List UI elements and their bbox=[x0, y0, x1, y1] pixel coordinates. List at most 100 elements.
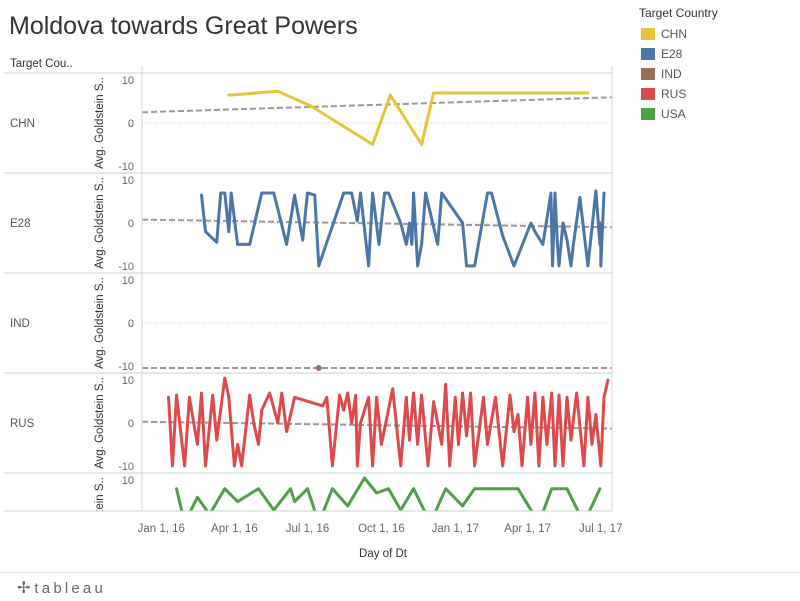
data-point-rus bbox=[183, 464, 186, 467]
legend-item-e28[interactable]: E28 bbox=[639, 44, 718, 64]
data-point-rus bbox=[553, 464, 556, 467]
data-point-rus bbox=[215, 439, 218, 442]
data-point-rus bbox=[533, 392, 536, 394]
legend-item-rus[interactable]: RUS bbox=[639, 84, 718, 104]
data-point-usa bbox=[444, 487, 447, 490]
data-point-usa bbox=[375, 492, 378, 494]
data-point-e28 bbox=[561, 222, 564, 224]
y-tick-label: 10 bbox=[122, 175, 134, 187]
data-point-e28 bbox=[490, 192, 493, 194]
legend-label-chn: CHN bbox=[661, 27, 687, 41]
data-point-usa bbox=[223, 487, 226, 490]
data-point-usa bbox=[550, 487, 553, 490]
data-point-ind bbox=[315, 365, 322, 371]
data-point-e28 bbox=[465, 264, 468, 267]
data-point-rus bbox=[575, 392, 578, 394]
data-point-rus bbox=[240, 464, 243, 467]
data-point-chn bbox=[420, 143, 423, 146]
data-point-usa bbox=[461, 504, 464, 507]
data-point-e28 bbox=[586, 264, 589, 267]
data-point-rus bbox=[473, 464, 476, 467]
y-tick-label: -10 bbox=[118, 161, 134, 173]
data-point-e28 bbox=[529, 222, 532, 224]
data-point-rus bbox=[171, 464, 174, 467]
data-point-e28 bbox=[350, 192, 353, 194]
data-point-rus bbox=[408, 439, 411, 442]
y-tick-label: -10 bbox=[118, 361, 134, 373]
data-point-usa bbox=[598, 487, 601, 490]
legend-swatch-e28 bbox=[641, 48, 655, 60]
data-point-rus bbox=[331, 464, 334, 467]
data-point-rus bbox=[469, 392, 472, 394]
data-point-usa bbox=[175, 487, 178, 490]
series-line-e28 bbox=[200, 189, 606, 268]
data-point-e28 bbox=[236, 243, 239, 246]
data-point-usa bbox=[363, 477, 366, 479]
data-point-rus bbox=[526, 396, 529, 399]
y-tick-label: 0 bbox=[128, 318, 134, 330]
data-point-e28 bbox=[541, 243, 544, 246]
data-point-rus bbox=[545, 443, 548, 446]
data-point-e28 bbox=[412, 192, 415, 194]
tableau-logo-text: tableau bbox=[34, 580, 107, 597]
tableau-plus-icon: ✢ bbox=[17, 580, 31, 597]
data-point-rus bbox=[321, 404, 324, 407]
data-point-rus bbox=[494, 396, 497, 399]
data-point-rus bbox=[280, 392, 283, 394]
data-point-e28 bbox=[342, 192, 345, 194]
data-point-e28 bbox=[440, 192, 443, 194]
data-point-rus bbox=[486, 443, 489, 446]
plot-layer bbox=[142, 89, 612, 511]
data-point-usa bbox=[331, 487, 334, 490]
legend-item-ind[interactable]: IND bbox=[639, 64, 718, 84]
legend-label-ind: IND bbox=[661, 67, 682, 81]
series-line-usa bbox=[175, 476, 602, 511]
data-point-e28 bbox=[549, 192, 552, 194]
data-point-rus bbox=[465, 434, 468, 437]
legend-label-e28: E28 bbox=[661, 47, 683, 61]
data-point-e28 bbox=[602, 192, 605, 194]
data-point-e28 bbox=[501, 234, 504, 237]
data-point-rus bbox=[188, 396, 191, 399]
tableau-logo[interactable]: ✢ tableau bbox=[17, 578, 106, 598]
data-point-rus bbox=[512, 430, 515, 433]
data-point-chn bbox=[309, 104, 312, 107]
data-point-rus bbox=[606, 379, 609, 382]
row-header-title: Target Cou.. bbox=[10, 58, 73, 70]
data-point-e28 bbox=[599, 264, 602, 267]
data-point-rus bbox=[566, 396, 569, 399]
legend-label-usa: USA bbox=[661, 107, 686, 121]
data-point-rus bbox=[276, 422, 279, 424]
y-tick-label: 0 bbox=[128, 118, 134, 130]
y-axis-title: Avg. Goldstein S.. bbox=[94, 177, 106, 269]
footer-bar: ✢ tableau bbox=[0, 572, 800, 601]
data-point-chn bbox=[586, 92, 589, 94]
data-point-e28 bbox=[424, 192, 427, 194]
legend-item-usa[interactable]: USA bbox=[639, 104, 718, 124]
data-point-rus bbox=[448, 464, 451, 467]
data-point-e28 bbox=[387, 192, 390, 194]
data-point-rus bbox=[521, 464, 524, 467]
y-tick-label: -10 bbox=[118, 561, 134, 572]
data-point-e28 bbox=[420, 243, 423, 246]
data-point-rus bbox=[233, 464, 236, 467]
legend-swatch-rus bbox=[641, 88, 655, 100]
data-point-chn bbox=[276, 90, 279, 93]
data-point-usa bbox=[387, 487, 390, 490]
data-point-rus bbox=[204, 464, 207, 467]
data-point-rus bbox=[338, 394, 341, 397]
data-point-rus bbox=[550, 392, 553, 394]
data-point-rus bbox=[325, 396, 328, 399]
data-point-rus bbox=[561, 464, 564, 467]
data-point-rus bbox=[427, 464, 430, 467]
chart-title: Moldova towards Great Powers bbox=[9, 12, 358, 40]
data-point-e28 bbox=[566, 239, 569, 242]
data-point-e28 bbox=[461, 222, 464, 224]
legend-item-chn[interactable]: CHN bbox=[639, 24, 718, 44]
data-point-rus bbox=[367, 396, 370, 399]
data-point-chn bbox=[432, 92, 435, 94]
data-point-rus bbox=[405, 396, 408, 399]
data-point-rus bbox=[457, 443, 460, 446]
data-point-rus bbox=[248, 394, 251, 397]
data-point-usa bbox=[494, 487, 497, 490]
